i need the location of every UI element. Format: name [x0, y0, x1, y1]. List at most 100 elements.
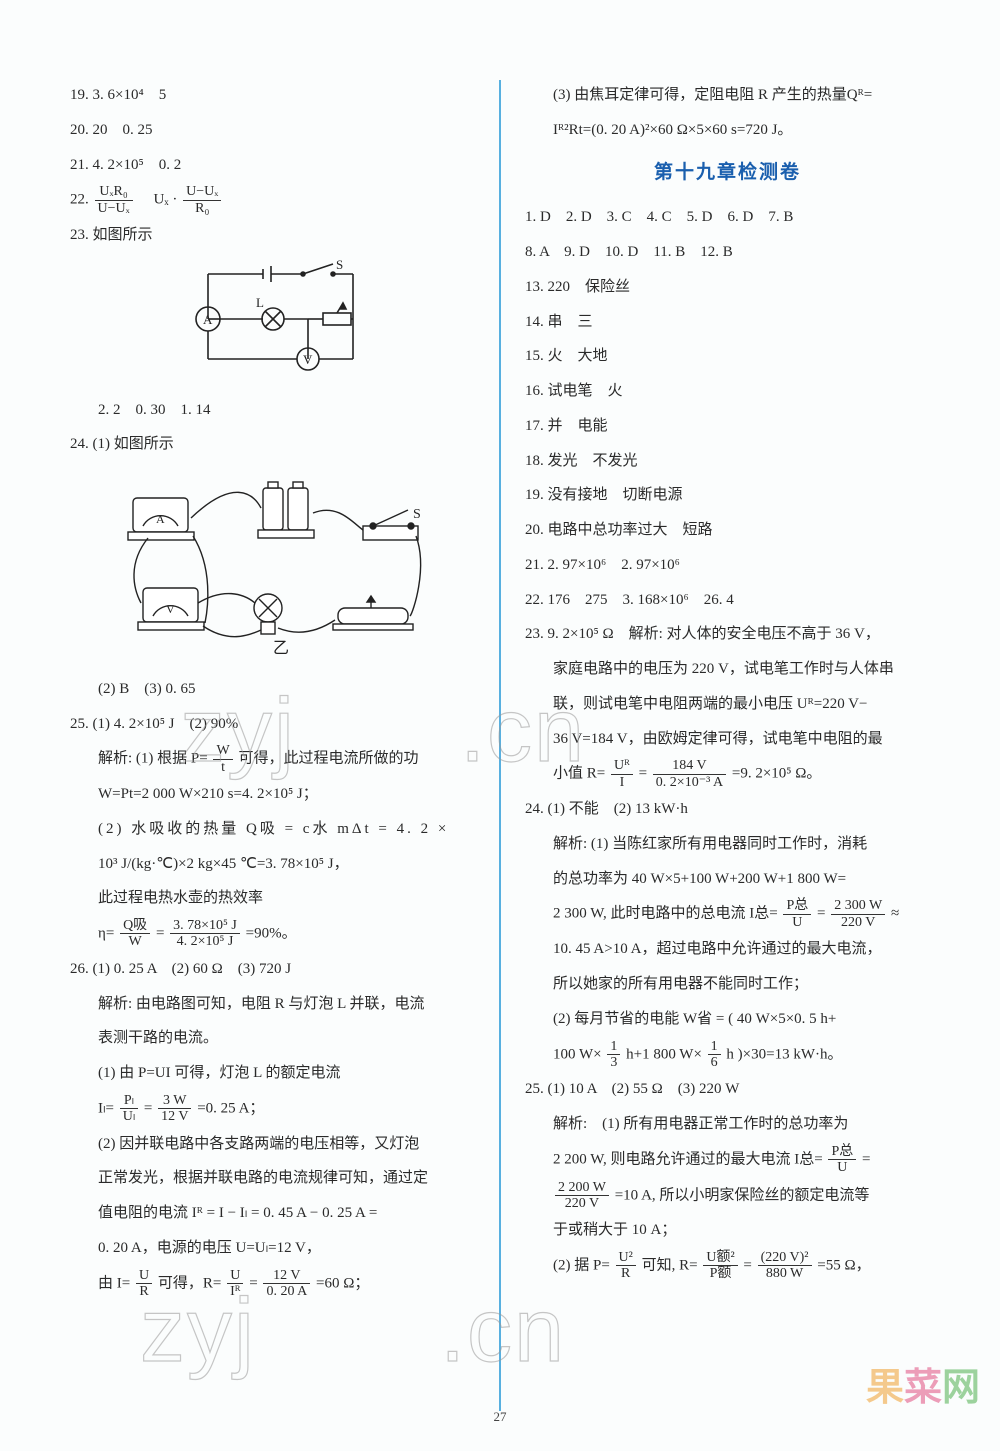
answer-16: 16. 试电笔 火: [525, 376, 930, 407]
fraction: 2 200 W220 V: [555, 1180, 609, 1212]
explain-24r-2b: 100 W× 13 h+1 800 W× 16 h )×30=13 kW·h。: [525, 1039, 930, 1071]
explain-25-2c: 此过程电热水壶的热效率: [70, 883, 475, 914]
fraction: UIᴿ: [227, 1268, 243, 1300]
text: =55 Ω，: [817, 1257, 870, 1273]
fraction: UₓR₀U−Uₓ: [95, 184, 133, 216]
svg-text:S: S: [336, 259, 343, 272]
mc-row-1: 1. D 2. D 3. C 4. C 5. D 6. D 7. B: [525, 202, 930, 233]
explain-24r-2a: (2) 每月节省的电能 W省 = ( 40 W×5×0. 5 h+: [525, 1004, 930, 1035]
text: =9. 2×10⁵ Ω。: [732, 766, 822, 782]
text: Iₗ=: [98, 1100, 114, 1116]
answer-19r: 19. 没有接地 切断电源: [525, 480, 930, 511]
explain-26-2: 表测干路的电流。: [70, 1023, 475, 1054]
circuit-diagram-24: A V: [70, 468, 475, 670]
answer-23r-c: 联，则试电笔中电阻两端的最小电压 Uᴿ=220 V−: [525, 689, 930, 720]
page: zyj .cn zyj .cn 19. 3. 6×10⁴ 5 20. 20 0.…: [0, 0, 1000, 1451]
svg-text:V: V: [166, 602, 175, 616]
fraction: U²R: [616, 1250, 636, 1282]
answer-23-values: 2. 2 0. 30 1. 14: [70, 395, 475, 426]
explain-26-2a: (2) 因并联电路中各支路两端的电压相等，又灯泡: [70, 1129, 475, 1160]
text: (2) 据 P=: [553, 1257, 610, 1273]
explain-26-2b: 正常发光，根据并联电路的电流规律可知，通过定: [70, 1163, 475, 1194]
answer-17: 17. 并 电能: [525, 411, 930, 442]
svg-text:V: V: [303, 352, 313, 367]
answer-26: 26. (1) 0. 25 A (2) 60 Ω (3) 720 J: [70, 954, 475, 985]
answer-25r: 25. (1) 10 A (2) 55 Ω (3) 220 W: [525, 1074, 930, 1105]
text: =: [249, 1275, 257, 1291]
fraction: Wt: [213, 743, 232, 775]
text: ≈: [891, 906, 899, 922]
circuit-diagram-23: S A L: [70, 259, 475, 391]
corner-badge: 果菜网: [866, 1356, 980, 1411]
explain-26-1: 解析: 由电路图可知，电阻 R 与灯泡 L 并联，电流: [70, 989, 475, 1020]
text: =: [817, 906, 825, 922]
text: =: [639, 766, 647, 782]
text: 22.: [70, 192, 93, 208]
explain-26-3a: (3) 由焦耳定律可得，定阻电阻 R 产生的热量Qᴿ=: [525, 80, 930, 111]
answer-23r-a: 23. 9. 2×10⁵ Ω 解析: 对人体的安全电压不高于 36 V，: [525, 619, 930, 650]
formula-w: W=Pt=2 000 W×210 s=4. 2×10⁵ J；: [70, 779, 475, 810]
column-divider: [499, 80, 501, 1411]
page-number: 27: [494, 1409, 507, 1425]
explain-26-1a: (1) 由 P=UI 可得，灯泡 L 的额定电流: [70, 1058, 475, 1089]
formula-eta: η= Q吸W = 3. 78×10⁵ J4. 2×10⁵ J =90%。: [70, 918, 475, 950]
explain-24r-4: 10. 45 A>10 A，超过电路中允许通过的最大电流，: [525, 934, 930, 965]
text: =10 A, 所以小明家保险丝的额定电流等: [615, 1187, 870, 1203]
text: η=: [98, 925, 114, 941]
answer-21r: 21. 2. 97×10⁶ 2. 97×10⁶: [525, 550, 930, 581]
explain-24r-1: 解析: (1) 当陈红家所有用电器同时工作时，消耗: [525, 829, 930, 860]
svg-text:乙: 乙: [273, 640, 289, 657]
text: 解析: (1) 根据 P=: [98, 751, 208, 767]
fraction: UᴿI: [611, 758, 633, 790]
text: 100 W×: [553, 1046, 602, 1062]
mc-row-2: 8. A 9. D 10. D 11. B 12. B: [525, 237, 930, 268]
answer-19: 19. 3. 6×10⁴ 5: [70, 80, 475, 111]
text: =: [862, 1151, 870, 1167]
text: =0. 25 A；: [197, 1100, 264, 1116]
fraction: 184 V0. 2×10⁻³ A: [653, 758, 726, 790]
answer-25: 25. (1) 4. 2×10⁵ J (2) 90%: [70, 709, 475, 740]
answer-14: 14. 串 三: [525, 307, 930, 338]
text: 2 300 W, 此时电路中的总电流 I总=: [553, 906, 778, 922]
formula-r: 由 I= UR 可得，R= UIᴿ = 12 V0. 20 A =60 Ω；: [70, 1268, 475, 1300]
explain-26-2d: 0. 20 A，电源的电压 U=Uₗ=12 V，: [70, 1233, 475, 1264]
text: =: [156, 925, 164, 941]
explain-25-1: 解析: (1) 根据 P= Wt 可得，此过程电流所做的功: [70, 743, 475, 775]
fraction: UR: [136, 1268, 152, 1300]
fraction: 12 V0. 20 A: [263, 1268, 310, 1300]
right-column: (3) 由焦耳定律可得，定阻电阻 R 产生的热量Qᴿ= Iᴿ²Rt=(0. 20…: [507, 80, 960, 1411]
explain-25r-4: 于或稍大于 10 A；: [525, 1215, 930, 1246]
text: 由 I=: [98, 1275, 130, 1291]
fraction: 13: [607, 1039, 620, 1071]
text: =: [144, 1100, 152, 1116]
svg-text:L: L: [256, 295, 264, 310]
answer-13: 13. 220 保险丝: [525, 272, 930, 303]
text: =: [743, 1257, 751, 1273]
fraction: U−UₓR₀: [183, 184, 221, 216]
answer-24: 24. (1) 如图所示: [70, 429, 475, 460]
answer-23: 23. 如图所示: [70, 220, 475, 251]
circuit-svg: S A L: [168, 259, 378, 379]
answer-22r: 22. 176 275 3. 168×10⁶ 26. 4: [525, 585, 930, 616]
explain-24r-2: 的总功率为 40 W×5+100 W+200 W+1 800 W=: [525, 864, 930, 895]
chapter-title: 第十九章检测卷: [525, 154, 930, 193]
fraction: PₗUₗ: [120, 1093, 138, 1125]
text: 可得，此过程电流所做的功: [238, 751, 418, 767]
svg-text:A: A: [156, 512, 165, 526]
explain-24r-3: 2 300 W, 此时电路中的总电流 I总= P总U = 2 300 W220 …: [525, 898, 930, 930]
explain-26-3b: Iᴿ²Rt=(0. 20 A)²×60 Ω×5×60 s=720 J。: [525, 115, 930, 146]
fraction: P总U: [783, 898, 811, 930]
fraction: (220 V)²880 W: [758, 1250, 812, 1282]
explain-25r-1: 解析: (1) 所有用电器正常工作时的总功率为: [525, 1109, 930, 1140]
left-column: 19. 3. 6×10⁴ 5 20. 20 0. 25 21. 4. 2×10⁵…: [70, 80, 493, 1411]
answer-21: 21. 4. 2×10⁵ 0. 2: [70, 150, 475, 181]
answer-23r-d: 36 V=184 V，由欧姆定律可得，试电笔中电阻的最: [525, 724, 930, 755]
answer-18: 18. 发光 不发光: [525, 446, 930, 477]
text: =90%。: [246, 925, 297, 941]
two-column-layout: 19. 3. 6×10⁴ 5 20. 20 0. 25 21. 4. 2×10⁵…: [70, 80, 960, 1411]
text: 2 200 W, 则电路允许通过的最大电流 I总=: [553, 1151, 823, 1167]
text: h+1 800 W×: [626, 1046, 702, 1062]
explain-25r-2: 2 200 W, 则电路允许通过的最大电流 I总= P总U =: [525, 1144, 930, 1176]
answer-15: 15. 火 大地: [525, 341, 930, 372]
fraction: Q吸W: [120, 918, 150, 950]
